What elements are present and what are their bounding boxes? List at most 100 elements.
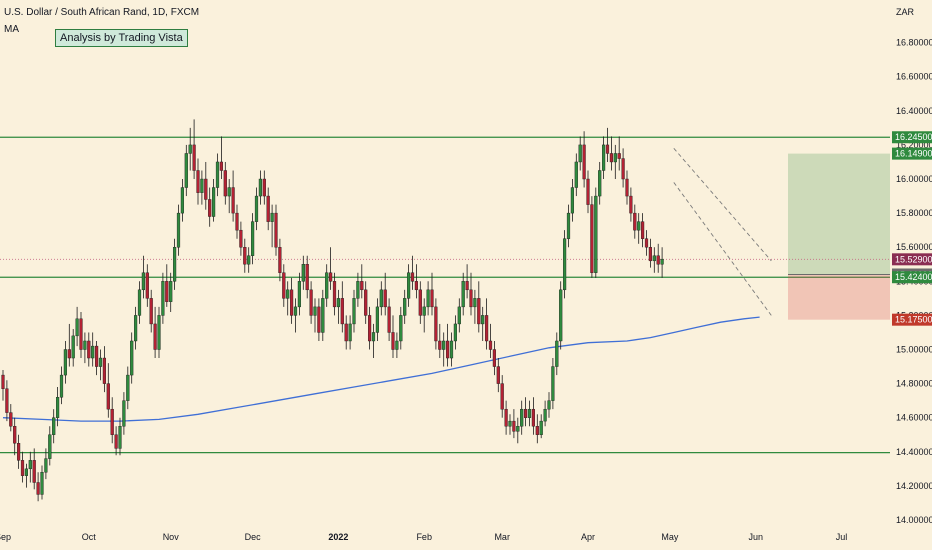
candle	[309, 281, 313, 324]
candle-body	[598, 170, 602, 197]
candle-body	[344, 323, 348, 342]
candle	[356, 272, 360, 307]
candle	[180, 179, 184, 222]
candle-body	[488, 340, 493, 350]
candle	[399, 306, 403, 350]
y-tick-label: 16.40000	[896, 106, 932, 116]
candle	[169, 272, 173, 312]
candle	[348, 315, 352, 350]
candle-body	[32, 460, 36, 483]
candle	[652, 247, 656, 273]
price-badge-box	[892, 271, 932, 284]
candle-body	[17, 443, 21, 461]
currency-label: ZAR	[896, 7, 915, 17]
candle-body	[172, 247, 177, 282]
candle-body	[477, 298, 481, 325]
candle-body	[266, 195, 270, 222]
candle	[566, 204, 571, 248]
candle-body	[118, 426, 122, 449]
candle	[633, 204, 637, 239]
x-tick-label: Feb	[416, 532, 432, 542]
candle	[531, 397, 535, 435]
candle	[535, 414, 539, 444]
candle	[410, 255, 415, 290]
candle-body	[629, 195, 633, 214]
candle-body	[551, 366, 555, 401]
candle	[539, 414, 543, 439]
candle-body	[114, 434, 118, 449]
candle-body	[621, 158, 625, 180]
candle	[293, 298, 298, 333]
candlesticks	[1, 119, 664, 502]
candle	[559, 281, 563, 350]
candle	[91, 332, 95, 367]
candle	[340, 281, 344, 333]
candle	[555, 332, 559, 376]
candle	[598, 161, 602, 205]
candle-body	[13, 426, 17, 444]
candle	[430, 272, 434, 316]
candle	[543, 400, 547, 427]
candle-body	[504, 408, 508, 427]
candle	[481, 306, 485, 341]
price-badge-box	[892, 253, 932, 266]
candle-body	[258, 178, 262, 197]
candle	[247, 247, 251, 273]
candle-body	[192, 144, 196, 171]
candle-body	[368, 315, 372, 342]
candle-body	[247, 255, 251, 265]
candle	[563, 230, 567, 299]
candle-body	[485, 315, 489, 342]
candle	[67, 323, 71, 367]
candle	[59, 366, 64, 405]
candle	[512, 409, 516, 439]
candle	[196, 158, 200, 205]
candle-body	[133, 315, 138, 342]
candle	[28, 451, 32, 483]
candle	[153, 306, 157, 359]
candle-body	[91, 345, 95, 359]
candle-body	[278, 247, 282, 273]
candle-body	[305, 264, 309, 291]
price-axis[interactable]: ZAR 14.00000 14.20000 14.40000 14.60000 14.80…	[896, 7, 932, 525]
x-tick-label: Sep	[0, 532, 11, 542]
candle	[133, 306, 138, 350]
candle	[644, 230, 649, 256]
candle	[352, 289, 356, 333]
indicator-label[interactable]: MA	[4, 24, 19, 35]
candle	[570, 179, 574, 222]
x-tick-label: Jul	[836, 532, 848, 542]
candle-body	[67, 349, 71, 359]
candle	[594, 187, 598, 278]
candle	[329, 247, 333, 290]
candle-body	[383, 289, 387, 308]
candle-body	[301, 264, 305, 282]
candle	[446, 323, 450, 367]
candle-body	[461, 281, 465, 308]
candle	[208, 187, 212, 227]
y-tick-label: 16.20000	[896, 140, 932, 150]
y-tick-label: 16.80000	[896, 38, 932, 48]
candle-body	[56, 397, 60, 418]
stop-zone	[788, 274, 890, 320]
candle-body	[325, 272, 329, 299]
candle-body	[75, 318, 79, 337]
candle-body	[309, 289, 313, 316]
candle	[130, 332, 134, 384]
symbol-title[interactable]: U.S. Dollar / South African Rand, 1D, FX…	[4, 7, 200, 18]
price-badges: 16.2450016.1490015.5290015.4400015.42400…	[892, 131, 932, 326]
candle-body	[648, 247, 652, 262]
candle-body	[617, 153, 621, 159]
candle	[290, 277, 294, 324]
candle	[126, 366, 130, 410]
candle-body	[438, 340, 442, 350]
candle	[157, 306, 161, 359]
candle-body	[360, 281, 364, 291]
candle	[94, 340, 99, 376]
time-axis[interactable]: Sep Oct Nov Dec 2022 Feb Mar Apr May Jun Jul	[0, 532, 847, 542]
candle-body	[418, 289, 422, 316]
candle	[465, 264, 469, 299]
candle-body	[403, 298, 407, 316]
candle-body	[110, 408, 114, 435]
